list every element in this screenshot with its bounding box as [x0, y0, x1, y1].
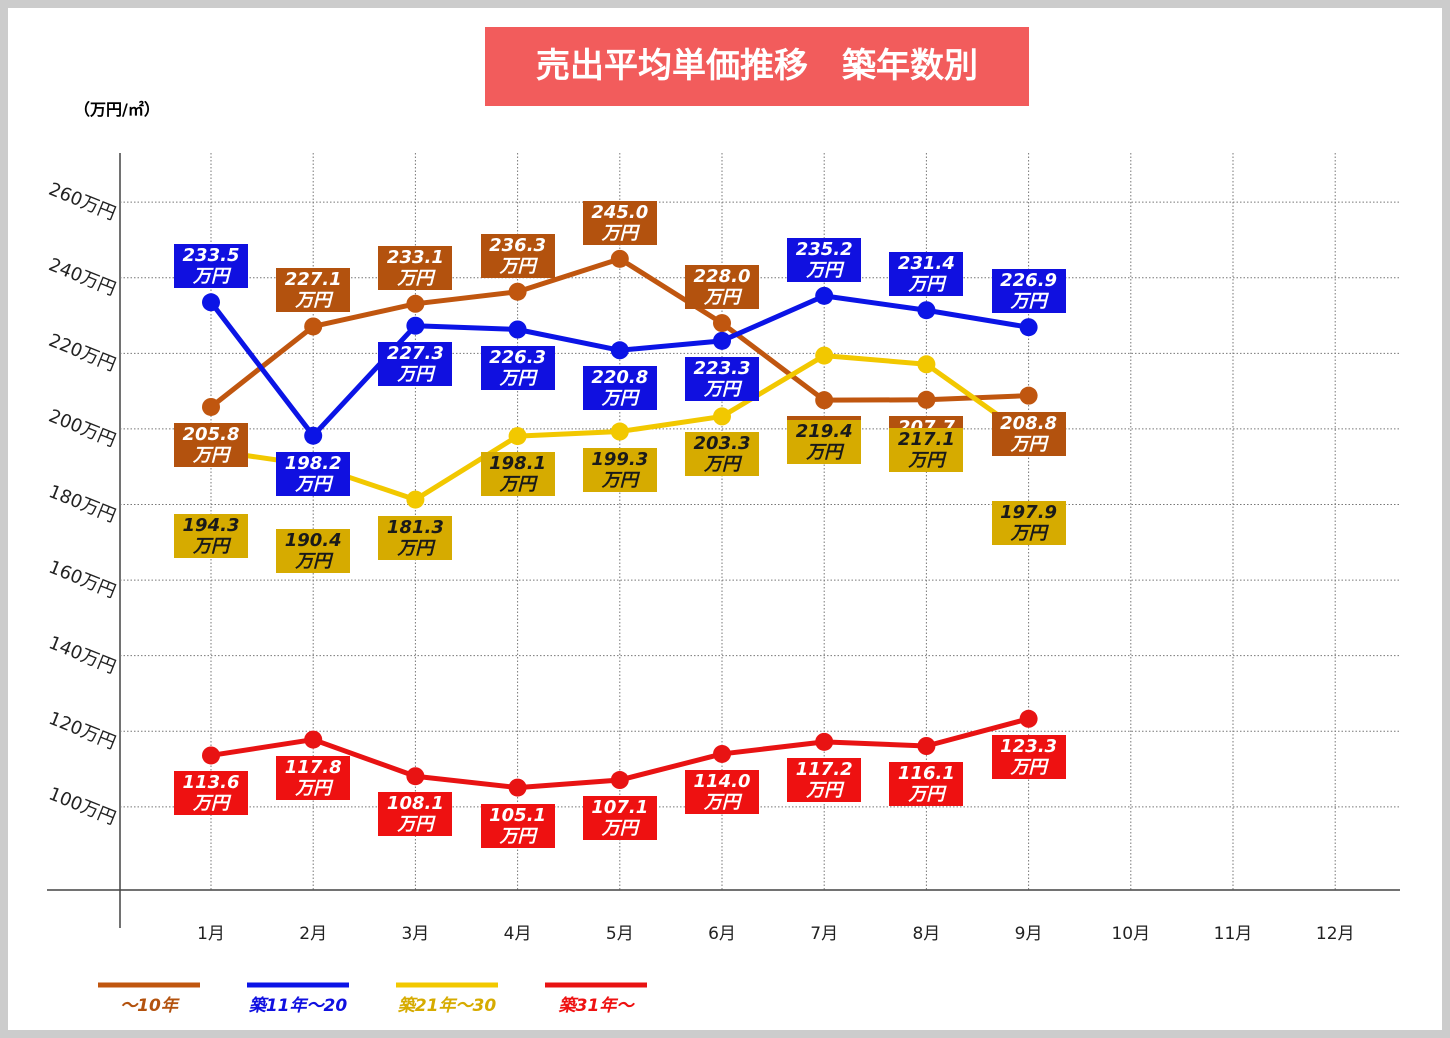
- x-tick-label: 7月: [810, 924, 838, 944]
- data-point: [917, 737, 936, 756]
- data-point: [713, 331, 731, 350]
- data-label: 227.1万円: [276, 268, 351, 313]
- data-label: 205.8万円: [174, 422, 248, 467]
- data-point: [815, 732, 834, 751]
- data-label: 231.4万円: [889, 252, 964, 297]
- data-label: 190.4万円: [276, 529, 351, 574]
- data-point: [610, 422, 629, 441]
- data-label: 226.9万円: [991, 269, 1066, 314]
- y-tick-label: 100万円: [46, 783, 119, 829]
- data-label: 223.3万円: [685, 356, 759, 401]
- x-tick-label: 1月: [197, 924, 225, 944]
- data-label: 199.3万円: [582, 447, 657, 492]
- data-label: 181.3万円: [378, 515, 453, 560]
- data-point: [713, 314, 731, 333]
- y-tick-label: 160万円: [46, 557, 119, 603]
- legend-label: 築31年～: [559, 996, 636, 1016]
- data-point: [1019, 386, 1038, 405]
- data-point: [815, 346, 834, 365]
- y-tick-label: 220万円: [46, 330, 119, 376]
- legend-label: 築11年～20: [249, 996, 347, 1016]
- legend-label: 築21年～30: [398, 996, 496, 1016]
- data-point: [406, 767, 425, 786]
- data-point: [508, 427, 527, 446]
- data-point: [917, 390, 936, 409]
- data-label: 197.9万円: [991, 500, 1066, 545]
- data-label: 236.3万円: [480, 233, 555, 278]
- data-label: 233.1万円: [378, 245, 453, 290]
- y-tick-label: 240万円: [46, 254, 119, 300]
- x-tick-label: 6月: [708, 924, 736, 944]
- data-label: 235.2万円: [787, 237, 862, 282]
- data-label: 108.1万円: [378, 792, 453, 837]
- data-label: 107.1万円: [582, 796, 657, 841]
- chart-title: 売出平均単価推移 築年数別: [485, 27, 1029, 106]
- data-label: 203.3万円: [685, 432, 759, 477]
- data-label: 233.5万円: [174, 244, 248, 289]
- data-point: [304, 317, 323, 336]
- x-tick-label: 11月: [1214, 924, 1253, 944]
- data-label: 226.3万円: [480, 345, 555, 390]
- data-point: [713, 407, 731, 426]
- data-label: 228.0万円: [685, 265, 759, 310]
- data-label: 117.2万円: [787, 757, 862, 802]
- x-tick-label: 4月: [504, 924, 532, 944]
- data-label: 194.3万円: [174, 514, 248, 559]
- data-point: [406, 490, 425, 509]
- data-point: [815, 391, 834, 410]
- data-point: [610, 249, 629, 268]
- data-point: [917, 355, 936, 374]
- data-point: [1019, 318, 1038, 337]
- data-label: 123.3万円: [991, 734, 1066, 779]
- data-point: [713, 744, 731, 763]
- data-point: [406, 294, 425, 313]
- data-point: [508, 778, 527, 797]
- data-label: 113.6万円: [174, 771, 248, 816]
- x-tick-label: 2月: [299, 924, 327, 944]
- data-point: [610, 341, 629, 360]
- data-point: [202, 397, 220, 416]
- data-label: 227.3万円: [378, 341, 453, 386]
- legend-label: ～10年: [120, 996, 180, 1016]
- data-point: [917, 301, 936, 320]
- data-point: [610, 771, 629, 790]
- data-point: [815, 286, 834, 305]
- data-label: 217.1万円: [889, 428, 964, 473]
- data-point: [304, 426, 323, 445]
- y-tick-label: 180万円: [46, 481, 119, 527]
- data-point: [202, 293, 220, 312]
- y-tick-label: 120万円: [46, 708, 119, 754]
- data-label: 105.1万円: [480, 803, 555, 848]
- y-tick-label: 260万円: [46, 179, 119, 225]
- data-label: 198.2万円: [276, 451, 351, 496]
- data-label: 117.8万円: [276, 755, 351, 800]
- data-label: 219.4万円: [787, 419, 862, 464]
- data-label: 114.0万円: [685, 769, 759, 814]
- data-point: [1019, 709, 1038, 728]
- data-point: [508, 282, 527, 301]
- data-label: 245.0万円: [582, 200, 657, 245]
- x-tick-label: 5月: [606, 924, 634, 944]
- x-tick-label: 3月: [401, 924, 429, 944]
- x-tick-label: 10月: [1111, 924, 1150, 944]
- x-tick-label: 9月: [1015, 924, 1043, 944]
- data-point: [508, 320, 527, 339]
- y-axis-label: （万円/㎡）: [74, 100, 160, 119]
- x-tick-label: 8月: [912, 924, 940, 944]
- data-label: 208.8万円: [991, 411, 1066, 456]
- y-tick-label: 200万円: [46, 406, 119, 452]
- data-point: [304, 730, 323, 749]
- y-tick-label: 140万円: [46, 632, 119, 678]
- data-label: 220.8万円: [582, 366, 657, 411]
- data-label: 198.1万円: [480, 452, 555, 497]
- x-tick-label: 12月: [1316, 924, 1355, 944]
- data-label: 116.1万円: [889, 762, 964, 806]
- data-point: [202, 746, 220, 765]
- data-point: [406, 316, 425, 335]
